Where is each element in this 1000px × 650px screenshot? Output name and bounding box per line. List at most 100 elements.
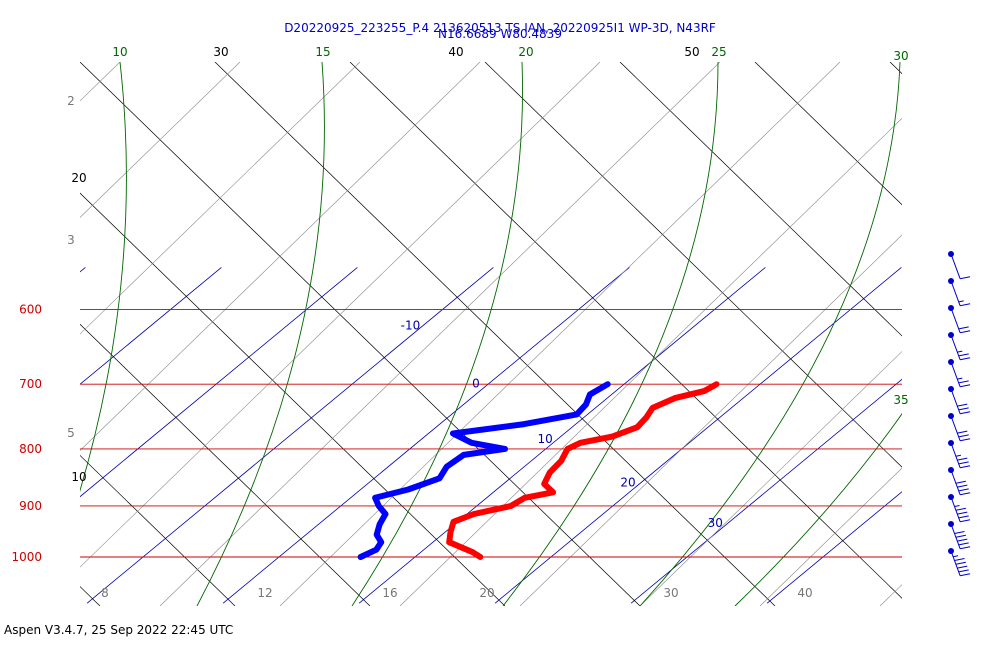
wind-barb-flag	[957, 538, 968, 542]
wind-barb-flag	[960, 546, 971, 550]
wind-barb-flag	[960, 384, 971, 388]
dry-adiabat-line	[80, 323, 371, 606]
moist-adiabat-line	[519, 234, 902, 606]
mixing-ratio-line	[351, 62, 523, 606]
dry-adiabat-label: 30	[213, 45, 228, 59]
wind-barb-flag	[958, 569, 969, 573]
dry-adiabat-label: 20	[71, 171, 86, 185]
wind-barb-flag	[958, 515, 969, 519]
wind-barb	[948, 332, 971, 361]
wind-barb-flag	[957, 511, 968, 515]
mixing-ratio-label: 25	[711, 45, 726, 59]
bottom-axis-label: 20	[479, 586, 494, 600]
mixing-ratio-line	[639, 62, 901, 606]
mixing-ratio-line	[80, 62, 127, 493]
isotherm-line	[222, 267, 630, 604]
wind-barb-flag	[960, 465, 971, 469]
dry-adiabat-line	[80, 62, 641, 606]
dry-adiabat-label: 40	[448, 45, 463, 59]
isotherm-label: -10	[401, 318, 421, 332]
wind-barb-flag	[958, 353, 969, 357]
moist-adiabat-label: 3	[67, 233, 75, 247]
wind-barb-flag	[960, 303, 971, 307]
moist-adiabat-label: 5	[67, 426, 75, 440]
wind-barb-shaft	[950, 253, 961, 279]
wind-barb-flag	[957, 484, 968, 488]
bottom-axis-label: 12	[257, 586, 272, 600]
wind-barb-shaft	[950, 280, 961, 306]
wind-barb	[948, 278, 971, 307]
wind-barb-shaft	[950, 442, 961, 468]
isotherm-line	[494, 267, 902, 604]
wind-barb-flag	[960, 411, 971, 415]
wind-barb	[948, 440, 971, 469]
dry-adiabat-line	[214, 62, 776, 606]
isotherm-line	[80, 267, 222, 385]
isotherm-line	[86, 267, 494, 604]
isotherm-label: 30	[708, 516, 723, 530]
wind-barb	[948, 548, 971, 577]
wind-barb-flag	[960, 330, 971, 334]
wind-barb	[948, 494, 971, 523]
wind-barb-flag	[958, 488, 969, 492]
temperature-profile	[446, 381, 720, 560]
wind-barb-shaft	[950, 523, 961, 549]
wind-barb-shaft	[950, 415, 961, 441]
isobar-label: 700	[19, 377, 42, 391]
isotherm-label: 10	[538, 432, 553, 446]
wind-barb-shaft	[950, 361, 961, 387]
wind-barb-flag	[960, 357, 971, 361]
moist-adiabat-line	[639, 351, 902, 606]
footer-credit: Aspen V3.4.7, 25 Sep 2022 22:45 UTC	[4, 623, 234, 637]
moist-adiabat-line	[159, 62, 721, 606]
dry-adiabat-label: 10	[71, 470, 86, 484]
moist-adiabat-line	[80, 62, 361, 335]
wind-barb-shaft	[950, 550, 961, 576]
wind-barb-flag	[955, 507, 966, 511]
bottom-axis-label: 40	[797, 586, 812, 600]
isotherm-line	[630, 378, 902, 604]
moist-adiabat-line	[80, 62, 601, 568]
wind-barb-shaft	[950, 469, 961, 495]
mixing-ratio-line	[502, 62, 719, 606]
mixing-ratio-line	[734, 412, 902, 606]
dry-adiabat-line	[80, 586, 101, 606]
isotherm-line	[766, 491, 902, 604]
wind-barb-flag	[958, 461, 969, 465]
moist-adiabat-label: 2	[67, 94, 75, 108]
wind-barb-flag	[957, 457, 968, 461]
wind-barb-flag	[958, 542, 969, 546]
mixing-ratio-label: 30	[893, 49, 908, 63]
wind-barb-shaft	[950, 496, 961, 522]
wind-barb	[948, 305, 971, 334]
wind-barb-shaft	[950, 307, 961, 333]
wind-barb	[948, 467, 971, 496]
moist-adiabat-line	[80, 62, 241, 218]
wind-barb-flag	[960, 276, 971, 280]
wind-barb-flag	[954, 558, 965, 561]
dry-adiabat-line	[889, 62, 902, 75]
isobar-label: 800	[19, 442, 42, 456]
wind-barb-half	[957, 377, 963, 380]
wind-barb-flag	[960, 573, 971, 577]
wind-barb-flag	[955, 561, 966, 565]
wind-barb-flag	[960, 438, 971, 442]
isotherm-line	[358, 267, 766, 604]
wind-barb-shaft	[950, 388, 961, 414]
mixing-ratio-label: 20	[518, 45, 533, 59]
wind-barb-shaft	[950, 334, 961, 360]
mixing-ratio-label: 35	[893, 393, 908, 407]
wind-barb-flag	[957, 565, 968, 569]
wind-barb-flag	[955, 534, 966, 538]
isotherm-label: 20	[620, 476, 635, 490]
dry-adiabat-line	[619, 62, 902, 337]
wind-barb-half	[954, 505, 960, 507]
dry-adiabat-line	[349, 62, 902, 599]
moist-adiabat-line	[759, 467, 902, 606]
moist-adiabat-line	[80, 62, 121, 102]
wind-barb-flag	[957, 430, 968, 434]
bottom-axis-label: 16	[382, 586, 397, 600]
chart-subtitle: N16.6689 W80.4839	[438, 27, 562, 41]
mixing-ratio-label: 10	[112, 45, 127, 59]
wind-barb	[948, 359, 971, 388]
